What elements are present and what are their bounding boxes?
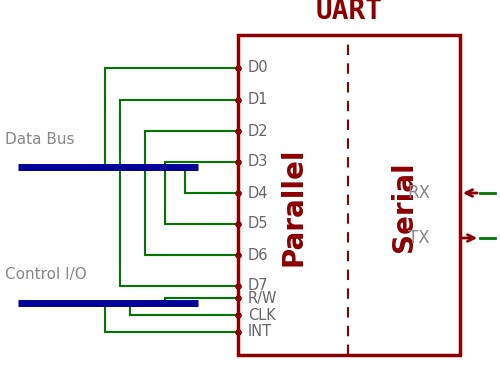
Text: D3: D3 <box>248 155 268 169</box>
Text: INT: INT <box>248 325 272 339</box>
Text: UART: UART <box>316 0 382 25</box>
Text: D2: D2 <box>248 124 268 138</box>
Text: D1: D1 <box>248 92 268 108</box>
Text: RX: RX <box>407 184 430 202</box>
Text: Parallel: Parallel <box>279 147 307 266</box>
Text: Serial: Serial <box>390 161 418 252</box>
Text: D7: D7 <box>248 279 268 293</box>
Text: D5: D5 <box>248 217 268 231</box>
Text: CLK: CLK <box>248 307 276 323</box>
Text: R/W: R/W <box>248 290 278 306</box>
Text: D6: D6 <box>248 247 268 263</box>
Text: D0: D0 <box>248 60 268 76</box>
Text: Data Bus: Data Bus <box>5 131 74 147</box>
Text: Control I/O: Control I/O <box>5 268 87 282</box>
Text: TX: TX <box>408 229 430 247</box>
Text: D4: D4 <box>248 185 268 201</box>
Bar <box>238 35 460 355</box>
